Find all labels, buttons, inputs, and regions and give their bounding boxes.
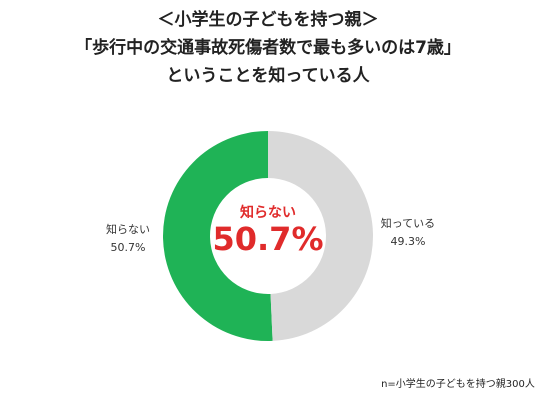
center-label: 知らない	[240, 204, 296, 221]
slice-label: 知らない	[106, 222, 150, 236]
slice	[268, 131, 374, 341]
slice-value: 49.3%	[390, 235, 425, 248]
donut	[163, 131, 374, 341]
center-value: 50.7%	[212, 220, 323, 258]
chart-title: 「歩行中の交通事故死傷者数で最も多いのは7歳」	[75, 37, 461, 58]
slice	[163, 131, 273, 341]
chart-title: ＜小学生の子どもを持つ親＞	[158, 9, 379, 30]
slice-value: 50.7%	[111, 241, 146, 254]
chart-title: ということを知っている人	[166, 65, 370, 86]
slice-label: 知っている	[381, 216, 435, 230]
note: n=小学生の子どもを持つ親300人	[381, 377, 535, 390]
